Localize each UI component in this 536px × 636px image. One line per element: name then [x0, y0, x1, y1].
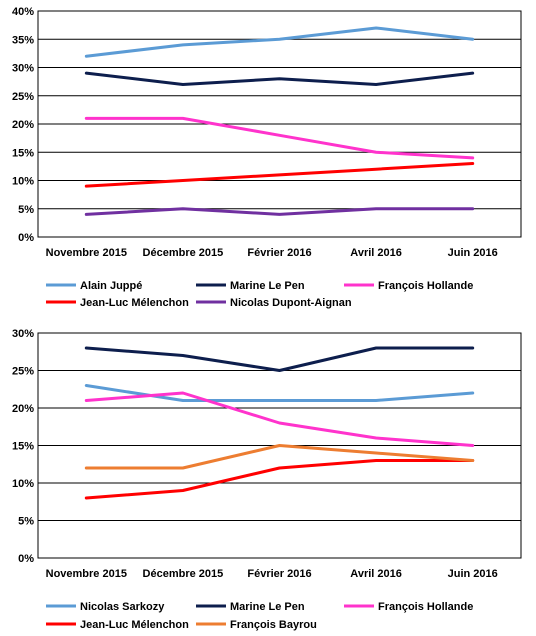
legend-label-3: François Hollande: [378, 280, 473, 292]
legend-label-2: Marine Le Pen: [230, 601, 305, 613]
series-line-3: [84, 391, 475, 447]
chart-1: 0% 5% 10% 15% 20% 25% 30% 35% 40% Novembre 2015 Dé…: [12, 6, 522, 309]
y-tick-label: 30%: [12, 63, 34, 75]
x-tick-label: Avril 2016: [350, 568, 402, 580]
x-tick-label: Février 2016: [247, 247, 311, 259]
legend-label-4: Jean-Luc Mélenchon: [80, 619, 189, 631]
x-tick-label: Décembre 2015: [143, 247, 224, 259]
series-line-3: [84, 116, 475, 160]
x-tick-label: Février 2016: [247, 568, 311, 580]
legend-label-4: Jean-Luc Mélenchon: [80, 297, 189, 309]
y-tick-label: 10%: [12, 478, 34, 490]
y-tick-label: 0%: [18, 232, 34, 244]
plot-area-border: [37, 10, 522, 238]
legend-label-2: Marine Le Pen: [230, 280, 305, 292]
series-line-1: [84, 384, 475, 402]
x-tick-label: Décembre 2015: [143, 568, 224, 580]
series-line-2: [84, 71, 475, 86]
x-tick-label: Avril 2016: [350, 247, 402, 259]
y-tick-label: 40%: [12, 6, 34, 18]
y-tick-label: 15%: [12, 147, 34, 159]
y-tick-label: 10%: [12, 176, 34, 188]
y-tick-label: 5%: [18, 204, 34, 216]
legend-label-3: François Hollande: [378, 601, 473, 613]
y-tick-label: 25%: [12, 366, 34, 378]
y-tick-label: 15%: [12, 441, 34, 453]
series-line-2: [84, 346, 475, 372]
legend-label-5: François Bayrou: [230, 619, 317, 631]
chart-2: 0% 5% 10% 15% 20% 25% 30% Novembre 2015 Décembre…: [12, 328, 522, 631]
x-tick-label: Juin 2016: [448, 247, 498, 259]
y-tick-label: 20%: [12, 119, 34, 131]
series-line-4: [84, 162, 475, 188]
y-tick-label: 30%: [12, 328, 34, 340]
x-tick-label: Juin 2016: [448, 568, 498, 580]
series-line-5: [84, 207, 475, 216]
y-tick-label: 25%: [12, 91, 34, 103]
y-tick-label: 0%: [18, 553, 34, 565]
x-tick-label: Novembre 2015: [46, 568, 127, 580]
series-line-1: [84, 26, 475, 58]
legend-label-5: Nicolas Dupont-Aignan: [230, 297, 352, 309]
plot-area-border: [37, 332, 522, 559]
legend-label-1: Alain Juppé: [80, 280, 142, 292]
series-line-5: [84, 444, 475, 470]
series-line-4: [84, 459, 475, 500]
y-tick-label: 20%: [12, 403, 34, 415]
y-tick-label: 35%: [12, 34, 34, 46]
legend-label-1: Nicolas Sarkozy: [80, 601, 165, 613]
x-tick-label: Novembre 2015: [46, 247, 127, 259]
y-tick-label: 5%: [18, 516, 34, 528]
